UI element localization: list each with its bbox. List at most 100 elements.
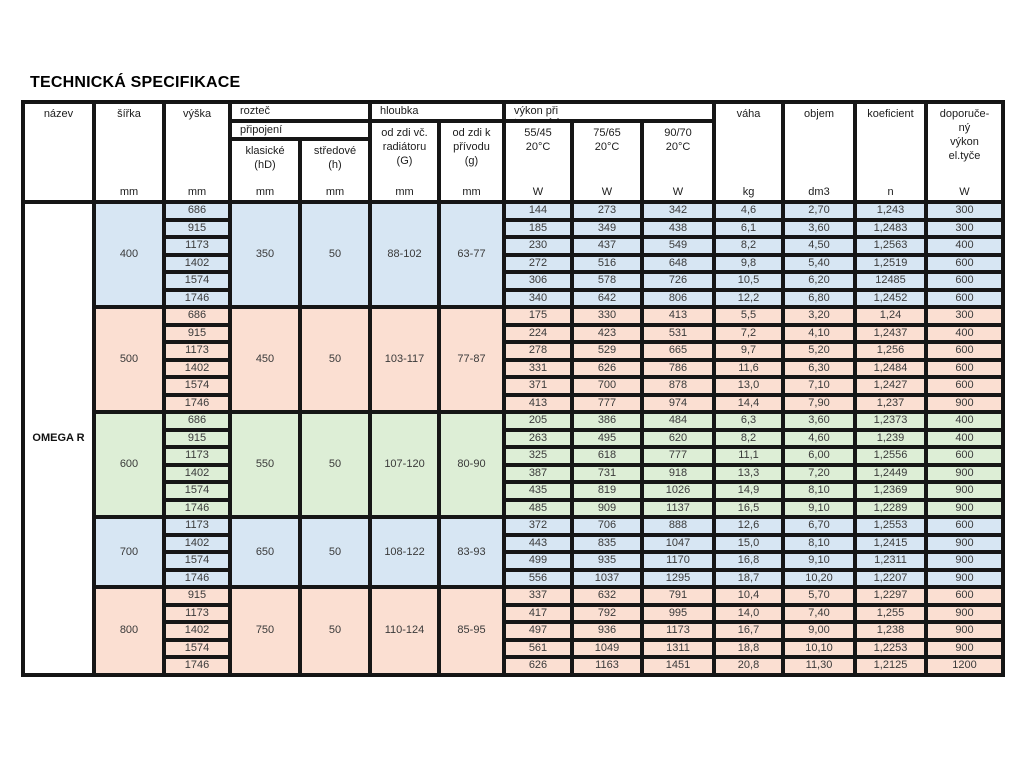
value-cell: 600 [926, 289, 1003, 307]
value-cell: 900 [926, 482, 1003, 500]
roztec-klasicke-cell: 350 [230, 202, 300, 307]
value-cell: 1,256 [855, 342, 926, 360]
value-cell: 6,70 [783, 517, 855, 535]
page-title: TECHNICKÁ SPECIFIKACE [30, 74, 241, 91]
value-cell: 9,00 [783, 622, 855, 640]
value-cell: 900 [926, 534, 1003, 552]
value-cell: 1,237 [855, 394, 926, 412]
vyska-cell: 1574 [164, 377, 230, 395]
value-cell: 600 [926, 342, 1003, 360]
header-sirka: šířka mm [94, 102, 164, 202]
value-cell: 9,10 [783, 499, 855, 517]
value-cell: 2,70 [783, 202, 855, 220]
value-cell: 7,90 [783, 394, 855, 412]
header-pripojeni: připojení [230, 121, 370, 139]
vyska-cell: 1173 [164, 517, 230, 535]
value-cell: 11,6 [714, 359, 783, 377]
value-cell: 665 [642, 342, 714, 360]
value-cell: 6,00 [783, 447, 855, 465]
value-cell: 600 [926, 517, 1003, 535]
header-klasicke-label: klasické (hD) [245, 145, 285, 171]
value-cell: 3,20 [783, 307, 855, 325]
value-cell: 561 [504, 639, 572, 657]
value-cell: 423 [572, 324, 642, 342]
value-cell: 618 [572, 447, 642, 465]
sirka-cell: 600 [94, 412, 164, 517]
header-t7565: 75/65 20°C W [572, 121, 642, 202]
value-cell: 6,30 [783, 359, 855, 377]
value-cell: 331 [504, 359, 572, 377]
product-name-cell: OMEGA R [23, 202, 94, 675]
value-cell: 13,0 [714, 377, 783, 395]
value-cell: 777 [642, 447, 714, 465]
header-doporuceny-unit: W [959, 186, 970, 198]
hloubka-g-cell: 88-102 [370, 202, 439, 307]
vyska-cell: 686 [164, 202, 230, 220]
value-cell: 1,2519 [855, 254, 926, 272]
value-cell: 786 [642, 359, 714, 377]
value-cell: 1,2437 [855, 324, 926, 342]
vyska-cell: 915 [164, 324, 230, 342]
value-cell: 10,10 [783, 639, 855, 657]
header-objem-unit: dm3 [808, 186, 830, 198]
header-od-zdi-k: od zdi k přívodu (g) mm [439, 121, 504, 202]
value-cell: 340 [504, 289, 572, 307]
vyska-cell: 1402 [164, 622, 230, 640]
value-cell: 1,2553 [855, 517, 926, 535]
vyska-cell: 1173 [164, 237, 230, 255]
value-cell: 12,6 [714, 517, 783, 535]
value-cell: 1,2207 [855, 569, 926, 587]
value-cell: 306 [504, 272, 572, 290]
header-t9070-label: 90/70 20°C [664, 127, 692, 153]
value-cell: 1,2563 [855, 237, 926, 255]
value-cell: 1,238 [855, 622, 926, 640]
value-cell: 13,3 [714, 464, 783, 482]
header-stredove-label: středové (h) [313, 145, 357, 171]
value-cell: 1049 [572, 639, 642, 657]
value-cell: 16,5 [714, 499, 783, 517]
value-cell: 1,2483 [855, 219, 926, 237]
header-vykon-band: výkon při top. spádu [504, 102, 714, 121]
value-cell: 300 [926, 219, 1003, 237]
header-koeficient-unit: n [887, 186, 894, 198]
value-cell: 7,20 [783, 464, 855, 482]
value-cell: 400 [926, 237, 1003, 255]
value-cell: 438 [642, 219, 714, 237]
value-cell: 372 [504, 517, 572, 535]
value-cell: 20,8 [714, 657, 783, 675]
header-vyska-unit: mm [187, 186, 207, 198]
value-cell: 330 [572, 307, 642, 325]
value-cell: 10,4 [714, 587, 783, 605]
value-cell: 1163 [572, 657, 642, 675]
roztec-klasicke-cell: 650 [230, 517, 300, 587]
value-cell: 5,70 [783, 587, 855, 605]
header-od-zdi-k-label: od zdi k přívodu (g) [452, 127, 491, 167]
value-cell: 7,2 [714, 324, 783, 342]
vyska-cell: 1746 [164, 657, 230, 675]
vyska-cell: 1173 [164, 342, 230, 360]
vyska-cell: 1402 [164, 534, 230, 552]
vyska-cell: 1173 [164, 447, 230, 465]
value-cell: 1047 [642, 534, 714, 552]
vyska-cell: 1574 [164, 639, 230, 657]
value-cell: 6,20 [783, 272, 855, 290]
value-cell: 648 [642, 254, 714, 272]
value-cell: 900 [926, 464, 1003, 482]
value-cell: 417 [504, 604, 572, 622]
value-cell: 819 [572, 482, 642, 500]
value-cell: 731 [572, 464, 642, 482]
vyska-cell: 1402 [164, 254, 230, 272]
value-cell: 1,2427 [855, 377, 926, 395]
value-cell: 1,255 [855, 604, 926, 622]
value-cell: 272 [504, 254, 572, 272]
value-cell: 642 [572, 289, 642, 307]
value-cell: 1170 [642, 552, 714, 570]
value-cell: 387 [504, 464, 572, 482]
value-cell: 12,2 [714, 289, 783, 307]
value-cell: 791 [642, 587, 714, 605]
value-cell: 371 [504, 377, 572, 395]
value-cell: 16,8 [714, 552, 783, 570]
vyska-cell: 1402 [164, 464, 230, 482]
value-cell: 900 [926, 499, 1003, 517]
value-cell: 230 [504, 237, 572, 255]
